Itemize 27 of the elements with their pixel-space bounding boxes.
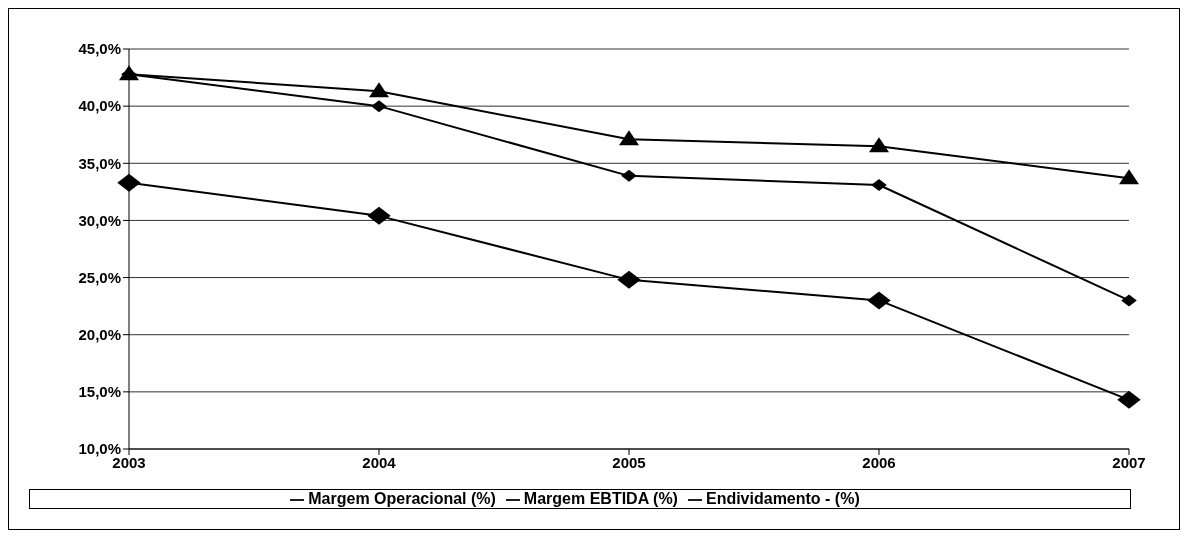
point bbox=[619, 130, 639, 146]
point bbox=[1121, 294, 1137, 307]
legend-label: Margem Operacional (%) bbox=[308, 490, 496, 507]
point bbox=[1117, 390, 1141, 409]
x-tick-label: 2007 bbox=[1112, 453, 1146, 471]
x-tick-label: 2006 bbox=[862, 453, 896, 471]
x-tick-label: 2005 bbox=[612, 453, 646, 471]
point bbox=[867, 291, 891, 310]
point bbox=[871, 179, 887, 191]
y-tick-label: 45,0% bbox=[78, 40, 121, 58]
point bbox=[117, 173, 141, 192]
x-tick-label: 2004 bbox=[362, 453, 397, 471]
point bbox=[367, 206, 391, 225]
point bbox=[1119, 169, 1139, 185]
legend-label: Margem EBTIDA (%) bbox=[523, 490, 678, 507]
point bbox=[371, 100, 387, 113]
point bbox=[369, 82, 389, 98]
y-tick-label: 25,0% bbox=[78, 268, 121, 286]
y-tick-label: 30,0% bbox=[78, 211, 121, 229]
point bbox=[621, 169, 637, 182]
y-tick-label: 20,0% bbox=[78, 326, 121, 344]
point bbox=[869, 137, 889, 153]
legend-label: Endividamento - (%) bbox=[705, 490, 860, 507]
y-tick-label: 35,0% bbox=[78, 154, 121, 172]
point bbox=[617, 270, 641, 289]
y-tick-label: 15,0% bbox=[78, 383, 121, 401]
y-tick-label: 40,0% bbox=[78, 97, 121, 115]
